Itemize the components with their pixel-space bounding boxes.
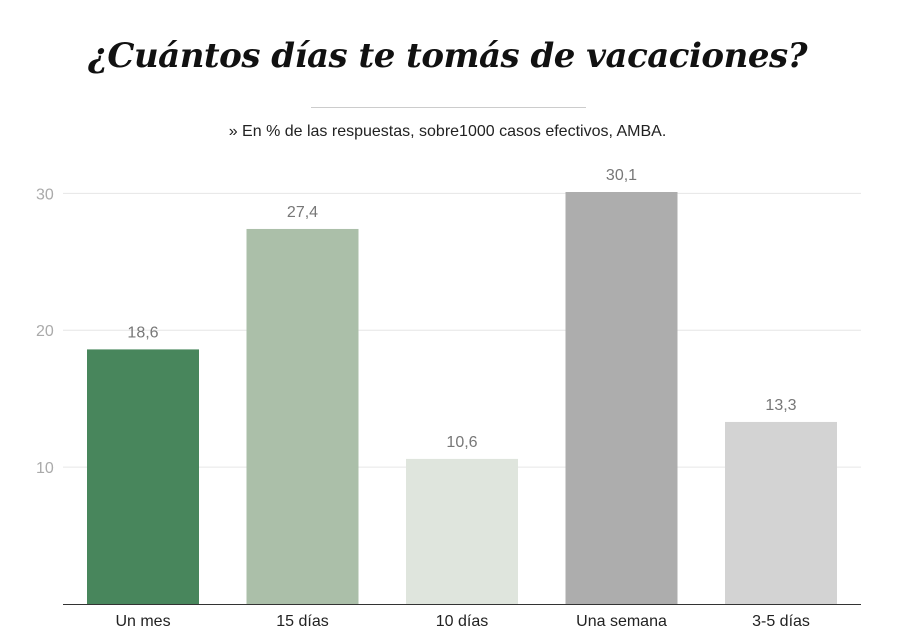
x-tick-label: 10 días — [436, 613, 488, 630]
title-divider — [311, 107, 586, 108]
data-label: 30,1 — [606, 167, 637, 184]
x-tick-label: Un mes — [115, 613, 170, 630]
data-label: 18,6 — [127, 324, 158, 341]
bar — [406, 458, 518, 604]
data-label: 13,3 — [765, 397, 796, 414]
bar — [87, 349, 199, 604]
y-tick-label: 20 — [36, 323, 54, 340]
x-tick-label: 15 días — [276, 613, 328, 630]
bar — [565, 192, 678, 604]
x-tick-label: Una semana — [576, 613, 667, 630]
data-labels: 18,6 27,4 10,6 30,1 13,3 — [127, 167, 796, 451]
y-axis-ticks: 10 20 30 — [36, 186, 54, 477]
bars — [87, 192, 837, 604]
chart-subtitle: » En % de las respuestas, sobre1000 caso… — [228, 123, 667, 140]
x-tick-label: 3-5 días — [752, 613, 810, 630]
y-tick-label: 10 — [36, 460, 54, 477]
bar — [725, 421, 837, 604]
data-label: 10,6 — [446, 434, 477, 451]
x-axis-labels: Un mes 15 días 10 días Una semana 3-5 días — [115, 613, 809, 630]
data-label: 27,4 — [287, 204, 318, 221]
chart-title: ¿Cuántos días te tomás de vacaciones? — [87, 36, 808, 76]
y-tick-label: 30 — [36, 186, 54, 203]
bar — [246, 228, 359, 604]
